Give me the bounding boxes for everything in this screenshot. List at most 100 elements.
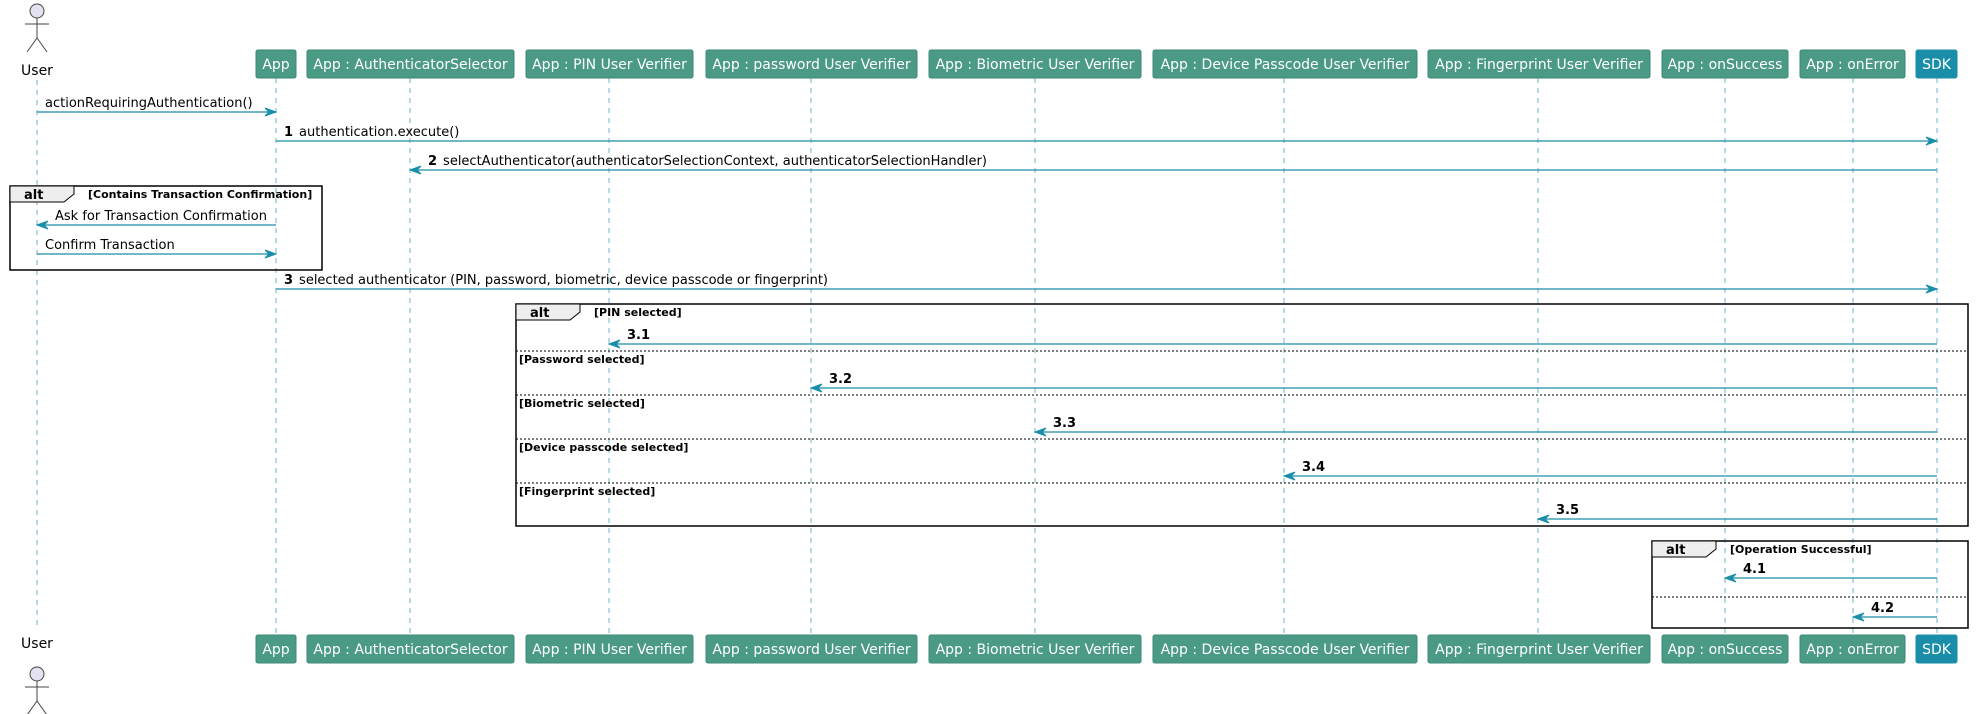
participant-onerror-top: App : onError — [1799, 49, 1906, 79]
participant-box — [255, 49, 297, 79]
message: 3.2 — [809, 372, 1937, 393]
participant-box — [306, 634, 515, 664]
actor-top: User — [21, 3, 53, 79]
fragment-condition: [Biometric selected] — [519, 397, 645, 410]
message-label: 3.5 — [1556, 503, 1579, 518]
participant-label: App : onSuccess — [1668, 57, 1783, 73]
participant-box — [1152, 49, 1418, 79]
participant-label: App : Device Passcode User Verifier — [1161, 642, 1410, 658]
participant-box — [525, 634, 694, 664]
actor-label: User — [21, 63, 53, 79]
participant-pin-bottom: App : PIN User Verifier — [525, 634, 694, 664]
participant-box — [1427, 634, 1651, 664]
actor-leg-icon — [26, 37, 38, 53]
participant-pin-top: App : PIN User Verifier — [525, 49, 694, 79]
participant-selector-bottom: App : AuthenticatorSelector — [306, 634, 515, 664]
participant-label: App : onError — [1806, 642, 1899, 658]
participant-sdk-top: SDK — [1915, 49, 1958, 79]
message: 4.1 — [1723, 562, 1937, 583]
message: Confirm Transaction — [37, 238, 278, 259]
fragment-keyword: alt — [24, 188, 43, 203]
fragment-condition: [Operation Successful] — [1730, 543, 1872, 556]
arrowhead-icon — [408, 165, 422, 175]
fragment-frame — [1651, 540, 1969, 629]
fragment-condition: [Password selected] — [519, 353, 645, 366]
actor-head-icon — [29, 3, 45, 19]
fragments: alt [Contains Transaction Confirmation]al… — [9, 185, 1969, 629]
fragment-keyword: alt — [1666, 543, 1685, 558]
message: 3.3 — [1033, 416, 1937, 437]
participant-box — [1661, 49, 1789, 79]
participant-box — [525, 49, 694, 79]
participant-box — [928, 49, 1142, 79]
message-number: 4.2 — [1871, 601, 1894, 616]
participant-label: SDK — [1922, 57, 1952, 73]
participant-app-bottom: App — [255, 634, 297, 664]
arrowhead-icon — [35, 220, 49, 230]
participant-box — [1427, 49, 1651, 79]
participant-label: App : Biometric User Verifier — [936, 57, 1135, 73]
arrowhead-icon — [809, 383, 823, 393]
actor-leg-icon — [27, 700, 38, 714]
fragment-condition: [PIN selected] — [594, 306, 682, 319]
message-number: 1 — [284, 125, 293, 140]
fragment-condition: [Fingerprint selected] — [519, 485, 655, 498]
participant-onsuccess-top: App : onSuccess — [1661, 49, 1789, 79]
message-label: 3 selected authenticator (PIN, password, … — [284, 273, 828, 288]
messages: actionRequiringAuthentication() 1 authenti… — [35, 96, 1939, 622]
participant-label: App : AuthenticatorSelector — [313, 642, 507, 658]
participant-label: App : Fingerprint User Verifier — [1435, 642, 1643, 658]
message: 3 selected authenticator (PIN, password, … — [276, 273, 1939, 294]
actor-label: User — [21, 636, 53, 652]
actor-bottom: User — [21, 636, 53, 714]
participant-box — [705, 49, 918, 79]
message: 3.4 — [1282, 460, 1937, 481]
message-label: 4.2 — [1871, 601, 1894, 616]
message-label: 3.4 — [1302, 460, 1325, 475]
fragment-tab — [515, 303, 581, 321]
message-text: authentication.execute() — [299, 125, 459, 140]
message-label: 4.1 — [1743, 562, 1766, 577]
message-label: 3.2 — [829, 372, 852, 387]
message-number: 3.1 — [627, 328, 650, 343]
arrowhead-icon — [264, 107, 278, 117]
fragment-tab — [1651, 540, 1717, 558]
message-text: actionRequiringAuthentication() — [45, 96, 253, 111]
participant-passcode-bottom: App : Device Passcode User Verifier — [1152, 634, 1418, 664]
message-label: 3.3 — [1053, 416, 1076, 431]
arrowhead-icon — [1723, 573, 1737, 583]
arrowhead-icon — [1282, 471, 1296, 481]
participant-label: App : onSuccess — [1668, 642, 1783, 658]
message-label: Confirm Transaction — [45, 238, 175, 253]
message-number: 3.5 — [1556, 503, 1579, 518]
participant-biometric-bottom: App : Biometric User Verifier — [928, 634, 1142, 664]
participant-label: App : onError — [1806, 57, 1899, 73]
message-number: 3.3 — [1053, 416, 1076, 431]
participant-label: App : Fingerprint User Verifier — [1435, 57, 1643, 73]
arrowhead-icon — [1925, 136, 1939, 146]
message-label: 2 selectAuthenticator(authenticatorSelect… — [428, 154, 987, 169]
participant-box — [1799, 49, 1906, 79]
participant-box — [928, 634, 1142, 664]
message-text: Confirm Transaction — [45, 238, 175, 253]
participant-box — [1152, 634, 1418, 664]
arrowhead-icon — [1851, 612, 1865, 622]
arrowhead-icon — [1536, 514, 1550, 524]
message: 2 selectAuthenticator(authenticatorSelect… — [408, 154, 1937, 175]
message-label: actionRequiringAuthentication() — [45, 96, 253, 111]
actor-leg-icon — [36, 700, 47, 714]
arrowhead-icon — [607, 339, 621, 349]
message-text: selectAuthenticator(authenticatorSelecti… — [443, 154, 987, 169]
participant-password-top: App : password User Verifier — [705, 49, 918, 79]
message-number: 3.4 — [1302, 460, 1325, 475]
message-number: 3 — [284, 273, 293, 288]
fragment-frame — [9, 185, 323, 271]
fragment-keyword: alt — [530, 306, 549, 321]
message-text: Ask for Transaction Confirmation — [55, 209, 267, 224]
participant-heads: User User App App App : AuthenticatorSelecto… — [21, 3, 1958, 714]
message-number: 2 — [428, 154, 437, 169]
participant-onsuccess-bottom: App : onSuccess — [1661, 634, 1789, 664]
actor-head-icon — [29, 666, 45, 682]
participant-box — [1661, 634, 1789, 664]
participant-label: App — [262, 57, 289, 73]
